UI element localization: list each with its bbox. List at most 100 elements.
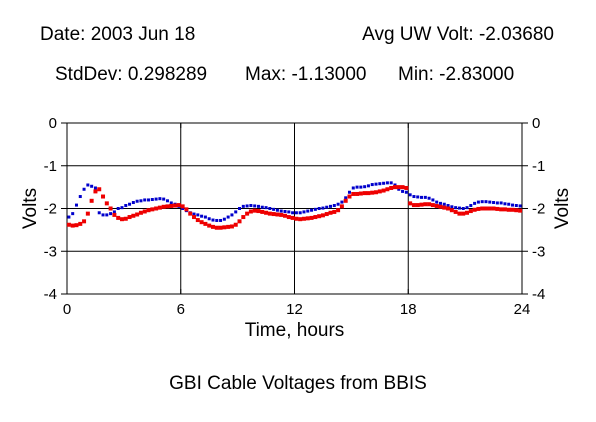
series-1-point xyxy=(488,200,492,204)
series-1-point xyxy=(222,217,226,221)
series-2-point xyxy=(188,211,193,216)
series-1-point xyxy=(165,199,169,203)
series-2-point xyxy=(256,209,261,214)
series-2-point xyxy=(248,209,253,214)
series-2-point xyxy=(317,214,322,219)
series-1-point xyxy=(291,211,295,215)
series-2-point xyxy=(370,190,375,195)
series-1-point xyxy=(401,189,405,193)
series-1-point xyxy=(332,204,336,208)
series-2-point xyxy=(74,223,79,228)
series-2-point xyxy=(157,205,162,210)
series-2-point xyxy=(434,203,439,208)
series-1-point xyxy=(90,184,94,188)
series-2-point xyxy=(123,216,128,221)
series-1-point xyxy=(169,201,173,205)
series-1-point xyxy=(260,205,264,209)
series-2-point xyxy=(93,189,98,194)
x-axis-title: Time, hours xyxy=(245,320,345,341)
series-2-point xyxy=(173,203,178,208)
series-2-point xyxy=(154,206,159,211)
y-tick-label-right: -4 xyxy=(532,286,545,303)
series-2-point xyxy=(457,211,462,216)
series-2-point xyxy=(389,185,394,190)
series-2-point xyxy=(502,207,507,212)
series-1-point xyxy=(347,190,351,194)
series-2-point xyxy=(320,213,325,218)
series-1-point xyxy=(404,190,408,194)
series-1-point xyxy=(427,196,431,200)
data-points xyxy=(66,181,523,230)
series-2-point xyxy=(442,205,447,210)
series-2-point xyxy=(165,204,170,209)
series-2-point xyxy=(465,210,470,215)
series-2-point xyxy=(510,207,515,212)
max-label: Max: -1.13000 xyxy=(245,64,367,85)
series-2-point xyxy=(480,206,485,211)
series-1-point xyxy=(480,200,484,204)
series-1-point xyxy=(495,201,499,205)
series-1-point xyxy=(279,209,283,213)
series-1-point xyxy=(374,182,378,186)
series-2-point xyxy=(355,191,360,196)
series-1-point xyxy=(382,181,386,185)
series-1-point xyxy=(408,193,412,197)
series-2-point xyxy=(279,212,284,217)
series-2-point xyxy=(449,208,454,213)
series-1-point xyxy=(256,204,260,208)
series-2-point xyxy=(233,222,238,227)
series-1-point xyxy=(514,204,518,208)
series-2-point xyxy=(97,187,102,192)
min-label: Min: -2.83000 xyxy=(398,64,515,85)
series-2-point xyxy=(176,203,181,208)
series-1-point xyxy=(420,195,424,199)
axis-ticks: 0 6 12 18 24 0 0 -1 -1 -2 -2 -3 -3 -4 -4 xyxy=(44,115,546,318)
series-1-point xyxy=(423,195,427,199)
series-1-point xyxy=(476,200,480,204)
series-2-point xyxy=(267,211,272,216)
y-tick-label-left: -2 xyxy=(44,201,57,218)
series-2-point xyxy=(453,209,458,214)
series-1-point xyxy=(461,207,465,210)
series-2-point xyxy=(85,211,90,216)
series-2-point xyxy=(66,222,71,227)
series-1-point xyxy=(325,205,329,209)
series-1-point xyxy=(154,197,158,201)
series-2-point xyxy=(381,188,386,193)
series-2-point xyxy=(339,204,344,209)
series-2-point xyxy=(241,215,246,220)
series-1-point xyxy=(446,204,450,208)
series-1-point xyxy=(469,204,473,208)
series-2-point xyxy=(358,191,363,196)
series-1-point xyxy=(245,204,249,208)
series-1-point xyxy=(465,206,469,210)
series-1-point xyxy=(321,206,325,210)
series-2-point xyxy=(260,209,265,214)
series-1-point xyxy=(306,209,310,213)
series-1-point xyxy=(74,203,78,207)
series-1-point xyxy=(131,201,135,205)
series-2-point xyxy=(138,210,143,215)
y-tick-label-right: -2 xyxy=(532,201,545,218)
series-1-point xyxy=(275,208,279,212)
series-1-point xyxy=(351,186,355,190)
y-axis-title-right: Volts xyxy=(552,188,573,229)
series-2-point xyxy=(298,217,303,222)
series-1-point xyxy=(313,207,317,211)
series-1-point xyxy=(503,202,507,206)
series-1-point xyxy=(317,207,321,210)
series-1-point xyxy=(366,184,370,188)
series-1-point xyxy=(253,204,257,208)
series-1-point xyxy=(484,200,488,204)
series-2-point xyxy=(468,209,473,214)
series-1-point xyxy=(207,217,211,221)
y-tick-label-left: -4 xyxy=(44,286,57,303)
y-tick-label-left: 0 xyxy=(49,115,57,132)
series-2-point xyxy=(180,204,185,209)
series-1-point xyxy=(389,181,393,185)
series-1-point xyxy=(454,206,458,210)
series-2-point xyxy=(146,208,151,213)
series-1-point xyxy=(344,196,348,200)
series-2-point xyxy=(446,206,451,211)
